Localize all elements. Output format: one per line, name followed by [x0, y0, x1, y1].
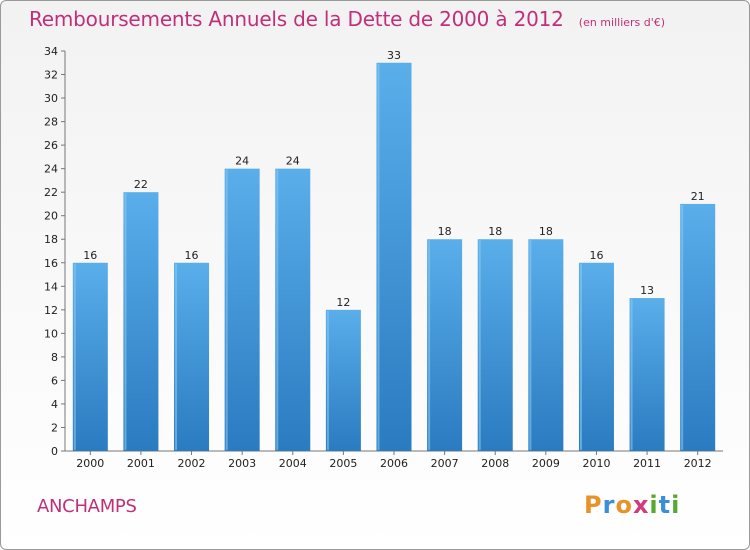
- y-tick-label: 16: [44, 257, 58, 270]
- bar-highlight: [529, 240, 532, 450]
- x-tick-label-2005: 2005: [329, 457, 357, 470]
- bar-highlight: [326, 310, 329, 450]
- value-label-2006: 33: [387, 49, 401, 62]
- x-tick-label-2009: 2009: [532, 457, 560, 470]
- x-tick-label-2001: 2001: [127, 457, 155, 470]
- bar-highlight: [276, 169, 279, 450]
- bar-2000: [72, 262, 108, 451]
- bar-2006: [376, 62, 412, 451]
- x-tick-label-2007: 2007: [431, 457, 459, 470]
- y-tick-label: 34: [44, 45, 58, 58]
- bar-2005: [325, 309, 361, 451]
- bar-2008: [477, 239, 513, 451]
- value-label-2011: 13: [640, 284, 654, 297]
- bar-highlight: [428, 240, 431, 450]
- value-label-2004: 24: [286, 155, 300, 168]
- value-label-2003: 24: [235, 155, 249, 168]
- bar-highlight: [225, 169, 228, 450]
- x-tick-label-2010: 2010: [582, 457, 610, 470]
- x-tick-label-2011: 2011: [633, 457, 661, 470]
- value-label-2001: 22: [134, 178, 148, 191]
- chart-title: Remboursements Annuels de la Dette de 20…: [29, 7, 564, 31]
- x-tick-label-2006: 2006: [380, 457, 408, 470]
- value-label-2012: 21: [691, 190, 705, 203]
- x-tick-label-2008: 2008: [481, 457, 509, 470]
- logo-letter: P: [584, 491, 603, 519]
- y-tick-label: 4: [51, 398, 58, 411]
- commune-name: ANCHAMPS: [37, 496, 137, 517]
- x-tick-label-2004: 2004: [279, 457, 307, 470]
- y-tick-label: 18: [44, 233, 58, 246]
- bar-2010: [578, 262, 614, 451]
- chart-unit: (en milliers d'€): [578, 16, 666, 29]
- value-label-2010: 16: [589, 249, 603, 262]
- bar-highlight: [175, 263, 178, 450]
- y-tick-label: 22: [44, 186, 58, 199]
- logo-letter: i: [649, 491, 659, 519]
- x-tick-label-2012: 2012: [684, 457, 712, 470]
- y-tick-label: 8: [51, 351, 58, 364]
- y-tick-label: 28: [44, 116, 58, 129]
- bar-highlight: [124, 193, 127, 451]
- logo-letter: t: [658, 491, 672, 519]
- value-label-2002: 16: [185, 249, 199, 262]
- value-label-2008: 18: [488, 225, 502, 238]
- y-tick-label: 2: [51, 421, 58, 434]
- y-tick-label: 0: [51, 445, 58, 458]
- bar-2007: [427, 239, 463, 451]
- bar-highlight: [377, 63, 380, 450]
- bar-2004: [275, 168, 311, 451]
- bar-2009: [528, 239, 564, 451]
- title-line: Remboursements Annuels de la Dette de 20…: [29, 7, 665, 31]
- y-tick-label: 10: [44, 327, 58, 340]
- logo-letter: x: [632, 491, 650, 519]
- y-tick-label: 20: [44, 210, 58, 223]
- bar-2003: [224, 168, 260, 451]
- x-tick-label-2003: 2003: [228, 457, 256, 470]
- bar-2012: [680, 203, 716, 451]
- proxiti-logo: Proxiti: [584, 491, 680, 519]
- value-label-2007: 18: [438, 225, 452, 238]
- value-label-2000: 16: [83, 249, 97, 262]
- value-label-2005: 12: [336, 296, 350, 309]
- bar-highlight: [579, 263, 582, 450]
- x-tick-label-2002: 2002: [178, 457, 206, 470]
- value-label-2009: 18: [539, 225, 553, 238]
- bar-highlight: [478, 240, 481, 450]
- x-tick-label-2000: 2000: [76, 457, 104, 470]
- bar-highlight: [681, 204, 684, 450]
- y-tick-label: 30: [44, 92, 58, 105]
- logo-letter: r: [602, 491, 616, 519]
- bar-2001: [123, 192, 159, 452]
- logo-letter: i: [671, 491, 681, 519]
- bar-2011: [629, 298, 665, 451]
- bar-highlight: [73, 263, 76, 450]
- y-tick-label: 6: [51, 374, 58, 387]
- bar-2002: [174, 262, 210, 451]
- y-tick-label: 26: [44, 139, 58, 152]
- y-tick-label: 12: [44, 304, 58, 317]
- y-tick-label: 32: [44, 69, 58, 82]
- bar-highlight: [630, 299, 633, 450]
- y-tick-label: 14: [44, 280, 58, 293]
- logo-letter: o: [615, 491, 633, 519]
- y-tick-label: 24: [44, 163, 58, 176]
